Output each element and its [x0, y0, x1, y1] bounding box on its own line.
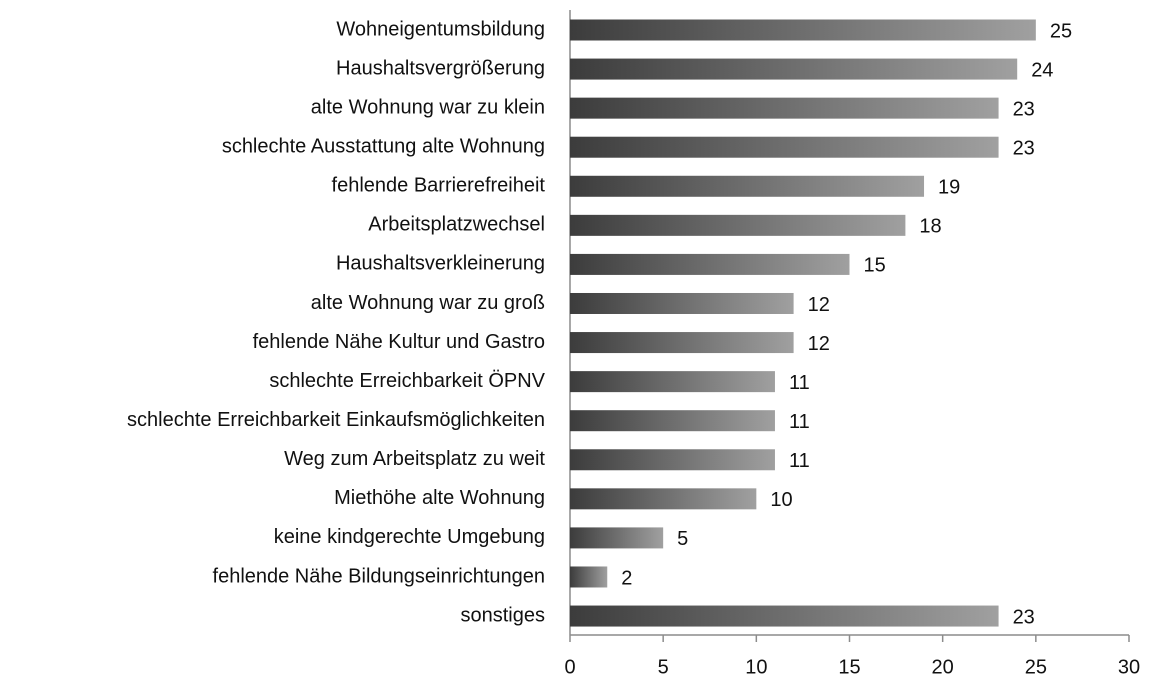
data-label: 24 [1031, 59, 1053, 81]
bar [570, 488, 757, 510]
x-tick-label: 5 [658, 656, 669, 678]
data-label: 12 [808, 333, 830, 355]
y-tick-label: schlechte Ausstattung alte Wohnung [222, 135, 545, 157]
y-tick-label: fehlende Barrierefreiheit [332, 175, 546, 197]
data-label: 15 [864, 255, 886, 277]
bar [570, 449, 775, 471]
bar [570, 253, 850, 275]
data-label: 18 [919, 216, 941, 238]
x-tick-label: 0 [564, 656, 575, 678]
data-label: 23 [1013, 606, 1035, 628]
y-tick-label: fehlende Nähe Bildungseinrichtungen [213, 565, 545, 587]
data-label: 10 [770, 489, 792, 511]
y-tick-label: Wohneigentumsbildung [336, 18, 545, 40]
data-label: 23 [1013, 98, 1035, 120]
bar [570, 58, 1018, 80]
x-tick-label: 30 [1118, 656, 1140, 678]
y-tick-label: alte Wohnung war zu groß [311, 292, 545, 314]
bar [570, 136, 999, 158]
data-label: 12 [808, 294, 830, 316]
data-label: 11 [789, 450, 810, 472]
y-tick-label: sonstiges [461, 604, 546, 626]
y-tick-label: schlechte Erreichbarkeit ÖPNV [269, 370, 545, 392]
bar [570, 371, 775, 393]
data-label: 11 [789, 411, 810, 433]
data-label: 23 [1013, 137, 1035, 159]
bar [570, 175, 925, 197]
bar [570, 527, 664, 549]
data-label: 25 [1050, 20, 1072, 42]
bar [570, 97, 999, 119]
bar [570, 566, 608, 588]
data-label: 2 [621, 567, 632, 589]
y-tick-label: fehlende Nähe Kultur und Gastro [253, 331, 545, 353]
y-tick-label: Miethöhe alte Wohnung [334, 487, 545, 509]
bar [570, 19, 1036, 41]
bar [570, 605, 999, 627]
x-tick-label: 20 [932, 656, 954, 678]
y-tick-label: Weg zum Arbeitsplatz zu weit [284, 448, 545, 470]
y-tick-label: Arbeitsplatzwechsel [368, 214, 545, 236]
y-tick-label: Haushaltsvergrößerung [336, 57, 545, 79]
bar [570, 214, 906, 236]
data-label: 5 [677, 528, 688, 550]
x-tick-label: 15 [838, 656, 860, 678]
y-tick-label: Haushaltsverkleinerung [336, 253, 545, 275]
bar [570, 332, 794, 354]
y-tick-label: keine kindgerechte Umgebung [274, 526, 545, 548]
y-tick-label: schlechte Erreichbarkeit Einkaufsmöglich… [127, 409, 545, 431]
x-tick-label: 10 [745, 656, 767, 678]
y-tick-label: alte Wohnung war zu klein [311, 96, 545, 118]
data-label: 11 [789, 372, 810, 394]
bar [570, 292, 794, 314]
bar [570, 410, 775, 432]
x-tick-label: 25 [1025, 656, 1047, 678]
data-label: 19 [938, 177, 960, 199]
